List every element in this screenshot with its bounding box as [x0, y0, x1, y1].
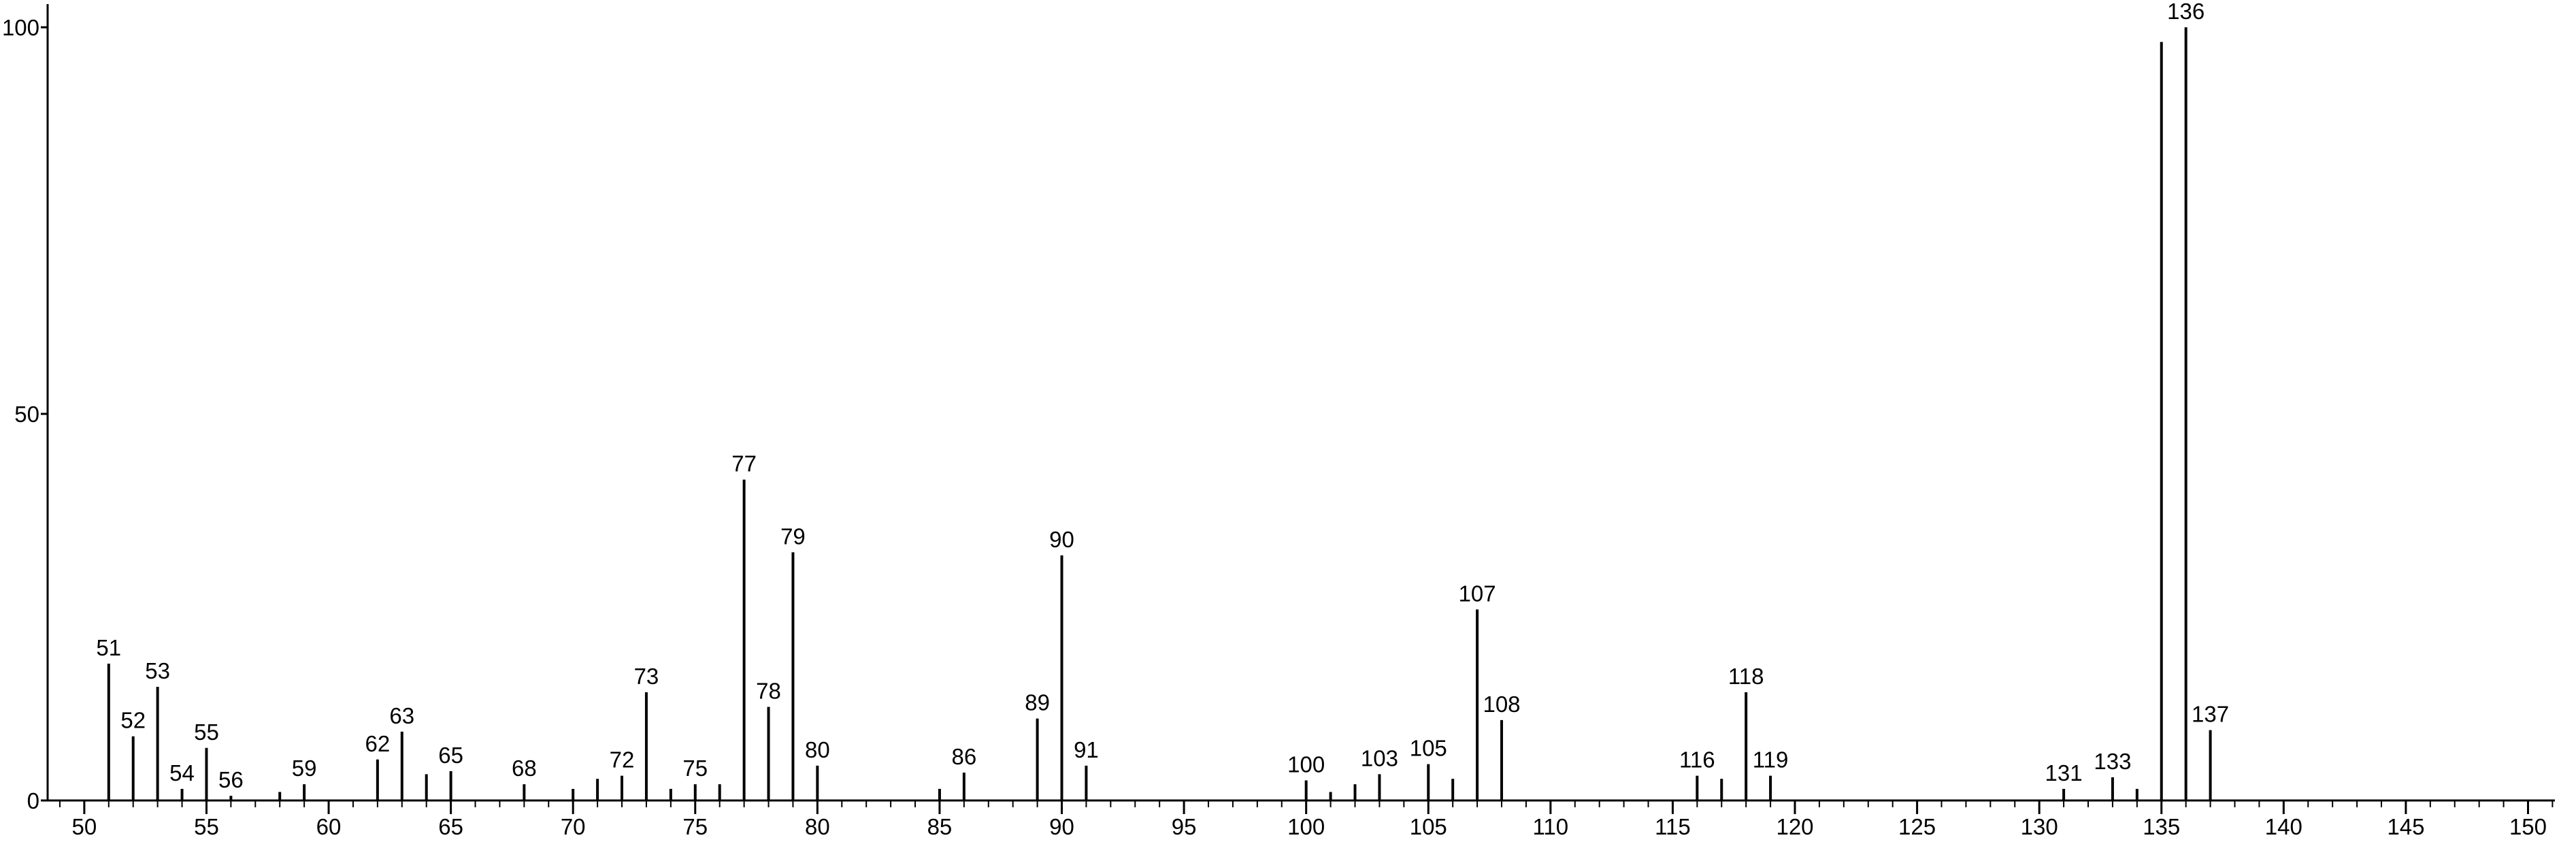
x-tick-label: 60	[316, 814, 342, 839]
peak-label: 55	[194, 719, 219, 745]
x-tick-label: 125	[1898, 814, 1936, 839]
x-tick-label: 70	[561, 814, 586, 839]
peak-label: 90	[1049, 527, 1074, 552]
peak-label: 51	[96, 635, 121, 660]
peak-label: 107	[1459, 581, 1496, 606]
x-tick-label: 50	[72, 814, 97, 839]
peak-label: 73	[634, 664, 659, 689]
peak-label: 80	[805, 737, 830, 762]
peak-label: 52	[120, 708, 146, 733]
x-tick-label: 150	[2509, 814, 2547, 839]
peak-label: 75	[682, 756, 708, 781]
peak-label: 59	[292, 756, 317, 781]
peak-label: 68	[512, 756, 537, 781]
x-tick-label: 75	[682, 814, 708, 839]
peak-label: 133	[2094, 749, 2131, 774]
x-tick-label: 90	[1049, 814, 1074, 839]
peak-label: 79	[780, 523, 806, 549]
peak-label: 63	[389, 703, 414, 728]
y-tick-label: 0	[27, 788, 39, 813]
peak-label: 56	[218, 767, 244, 792]
peak-label: 100	[1287, 751, 1325, 777]
peak-label: 105	[1410, 736, 1447, 761]
peak-label: 86	[951, 744, 976, 769]
peak-label: 131	[2045, 760, 2083, 786]
peak-label: 137	[2192, 702, 2229, 727]
y-tick-label: 100	[2, 15, 39, 40]
x-tick-label: 65	[438, 814, 463, 839]
peak-label: 54	[169, 760, 195, 786]
x-tick-label: 140	[2265, 814, 2302, 839]
peak-label: 103	[1361, 745, 1398, 771]
peak-label: 108	[1483, 692, 1520, 717]
x-tick-label: 55	[194, 814, 219, 839]
x-tick-label: 115	[1655, 814, 1691, 839]
peak-label: 91	[1074, 737, 1099, 762]
x-tick-label: 80	[805, 814, 830, 839]
x-tick-label: 110	[1533, 814, 1569, 839]
x-tick-label: 105	[1410, 814, 1447, 839]
peak-label: 72	[610, 747, 635, 773]
x-tick-label: 130	[2021, 814, 2058, 839]
x-tick-label: 95	[1172, 814, 1197, 839]
peak-label: 118	[1728, 664, 1764, 689]
x-tick-label: 145	[2387, 814, 2424, 839]
peak-label: 77	[731, 451, 757, 476]
peak-label: 116	[1679, 747, 1715, 773]
x-tick-label: 100	[1287, 814, 1325, 839]
peak-label: 65	[438, 743, 463, 768]
peak-label: 119	[1753, 747, 1789, 773]
peak-label: 136	[2167, 0, 2205, 24]
x-tick-label: 135	[2143, 814, 2180, 839]
peak-label: 78	[756, 679, 781, 704]
peak-label: 62	[365, 731, 391, 756]
y-tick-label: 50	[14, 402, 39, 427]
peak-label: 53	[145, 658, 170, 683]
peak-label: 89	[1025, 690, 1050, 715]
x-tick-label: 120	[1776, 814, 1813, 839]
x-tick-label: 85	[927, 814, 953, 839]
